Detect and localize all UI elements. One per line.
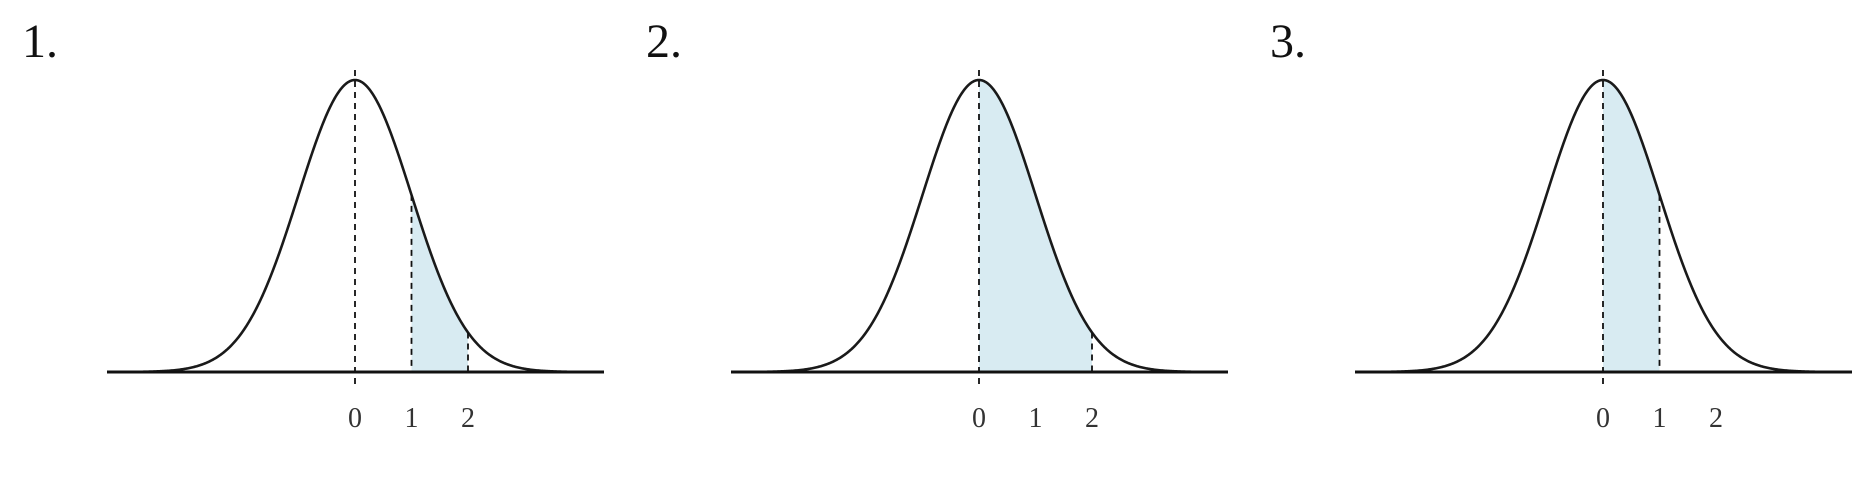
shaded-region (979, 80, 1092, 372)
panel-1: 1. 0 1 2 (0, 0, 624, 504)
bell-curve-plot: 0 1 2 (1355, 70, 1852, 434)
panel-label: 1. (22, 15, 58, 68)
tick-label: 2 (461, 403, 475, 434)
bell-curve-plot: 0 1 2 (731, 70, 1228, 434)
tick-label: 1 (1653, 403, 1667, 434)
normal-curve (1355, 78, 1852, 374)
normal-curve (731, 78, 1228, 374)
panel-2: 2. 0 1 2 (624, 0, 1248, 504)
tick-label: 1 (405, 403, 419, 434)
panel-label: 3. (1270, 15, 1306, 68)
panel-label: 2. (646, 15, 682, 68)
tick-label: 0 (1596, 403, 1610, 434)
normal-curve (107, 78, 604, 374)
tick-label: 1 (1029, 403, 1043, 434)
tick-label: 2 (1085, 403, 1099, 434)
bell-curve-plot: 0 1 2 (107, 70, 604, 434)
tick-label: 0 (348, 403, 362, 434)
shaded-region (1603, 80, 1660, 372)
panel-3: 3. 0 1 2 (1248, 0, 1872, 504)
tick-label: 0 (972, 403, 986, 434)
tick-label: 2 (1709, 403, 1723, 434)
